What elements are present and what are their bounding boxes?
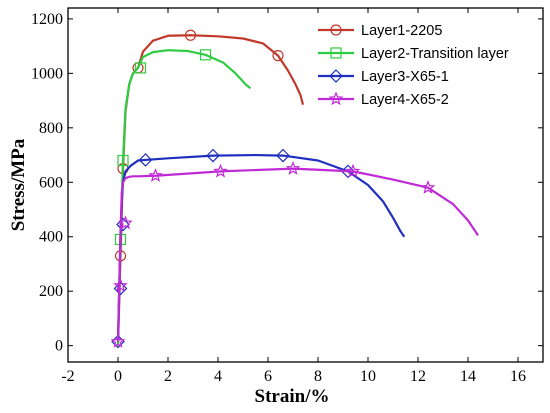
- x-tick-label: 4: [214, 368, 222, 385]
- legend-label: Layer2-Transition layer: [361, 46, 509, 62]
- y-tick-label: 1000: [31, 65, 63, 82]
- x-tick-label: 12: [410, 368, 426, 385]
- x-axis-title: Strain/%: [255, 386, 330, 407]
- series-line: [116, 167, 479, 342]
- legend-item: Layer3-X65-1: [318, 69, 449, 85]
- data-point-marker: [113, 281, 128, 296]
- x-tick-label: 2: [164, 368, 172, 385]
- series-4: [110, 161, 479, 348]
- data-point-marker: [134, 62, 147, 74]
- series-1: [114, 29, 305, 346]
- legend-marker: [330, 24, 342, 36]
- y-tick-label: 1200: [31, 11, 63, 28]
- legend-label: Layer4-X65-2: [361, 92, 449, 108]
- y-tick-label: 600: [39, 174, 63, 191]
- data-point-marker: [110, 333, 126, 348]
- y-tick-label: 200: [39, 283, 63, 300]
- series-2: [114, 49, 252, 346]
- data-point-marker: [117, 154, 129, 167]
- data-point-marker: [276, 148, 290, 163]
- y-tick-label: 400: [39, 229, 63, 246]
- legend-label: Layer1-2205: [361, 23, 442, 39]
- data-point-marker: [113, 278, 128, 292]
- legend-marker: [329, 69, 343, 83]
- axis-ticks: -2 0 2 4 6 8 10 12 14 16 0 200 400 600 800 1000 1200: [31, 8, 543, 385]
- data-point-marker: [345, 163, 361, 178]
- series-line: [116, 49, 252, 346]
- legend: Layer1-2205 Layer2-Transition layer Layer3…: [318, 23, 509, 108]
- data-point-marker: [272, 50, 284, 62]
- data-point-marker: [420, 180, 436, 194]
- data-point-marker: [148, 168, 163, 182]
- legend-marker: [330, 47, 342, 59]
- series-line: [116, 34, 305, 346]
- x-tick-label: -2: [61, 368, 74, 385]
- data-point-marker: [213, 163, 228, 178]
- x-tick-label: 14: [460, 368, 476, 385]
- legend-item: Layer4-X65-2: [318, 91, 449, 108]
- series-line: [116, 153, 406, 342]
- series-3: [111, 148, 406, 349]
- data-point-marker: [138, 153, 153, 167]
- data-point-marker: [206, 148, 220, 163]
- x-tick-label: 16: [510, 368, 526, 385]
- y-tick-label: 800: [39, 120, 63, 137]
- legend-item: Layer2-Transition layer: [318, 46, 509, 62]
- plot-frame: [67, 7, 544, 363]
- series-layer: [110, 29, 479, 349]
- legend-marker: [328, 91, 344, 106]
- x-tick-label: 8: [314, 368, 322, 385]
- data-point-marker: [184, 29, 197, 41]
- x-tick-label: 6: [264, 368, 272, 385]
- x-tick-label: 0: [114, 368, 122, 385]
- data-point-marker: [116, 217, 130, 232]
- y-tick-label: 0: [55, 338, 63, 355]
- y-axis-title: Stress/MPa: [8, 138, 29, 231]
- data-point-marker: [118, 215, 133, 230]
- legend-label: Layer3-X65-1: [361, 69, 449, 85]
- legend-item: Layer1-2205: [318, 23, 442, 39]
- data-point-marker: [199, 49, 212, 61]
- data-point-marker: [285, 161, 301, 175]
- x-tick-label: 10: [360, 368, 376, 385]
